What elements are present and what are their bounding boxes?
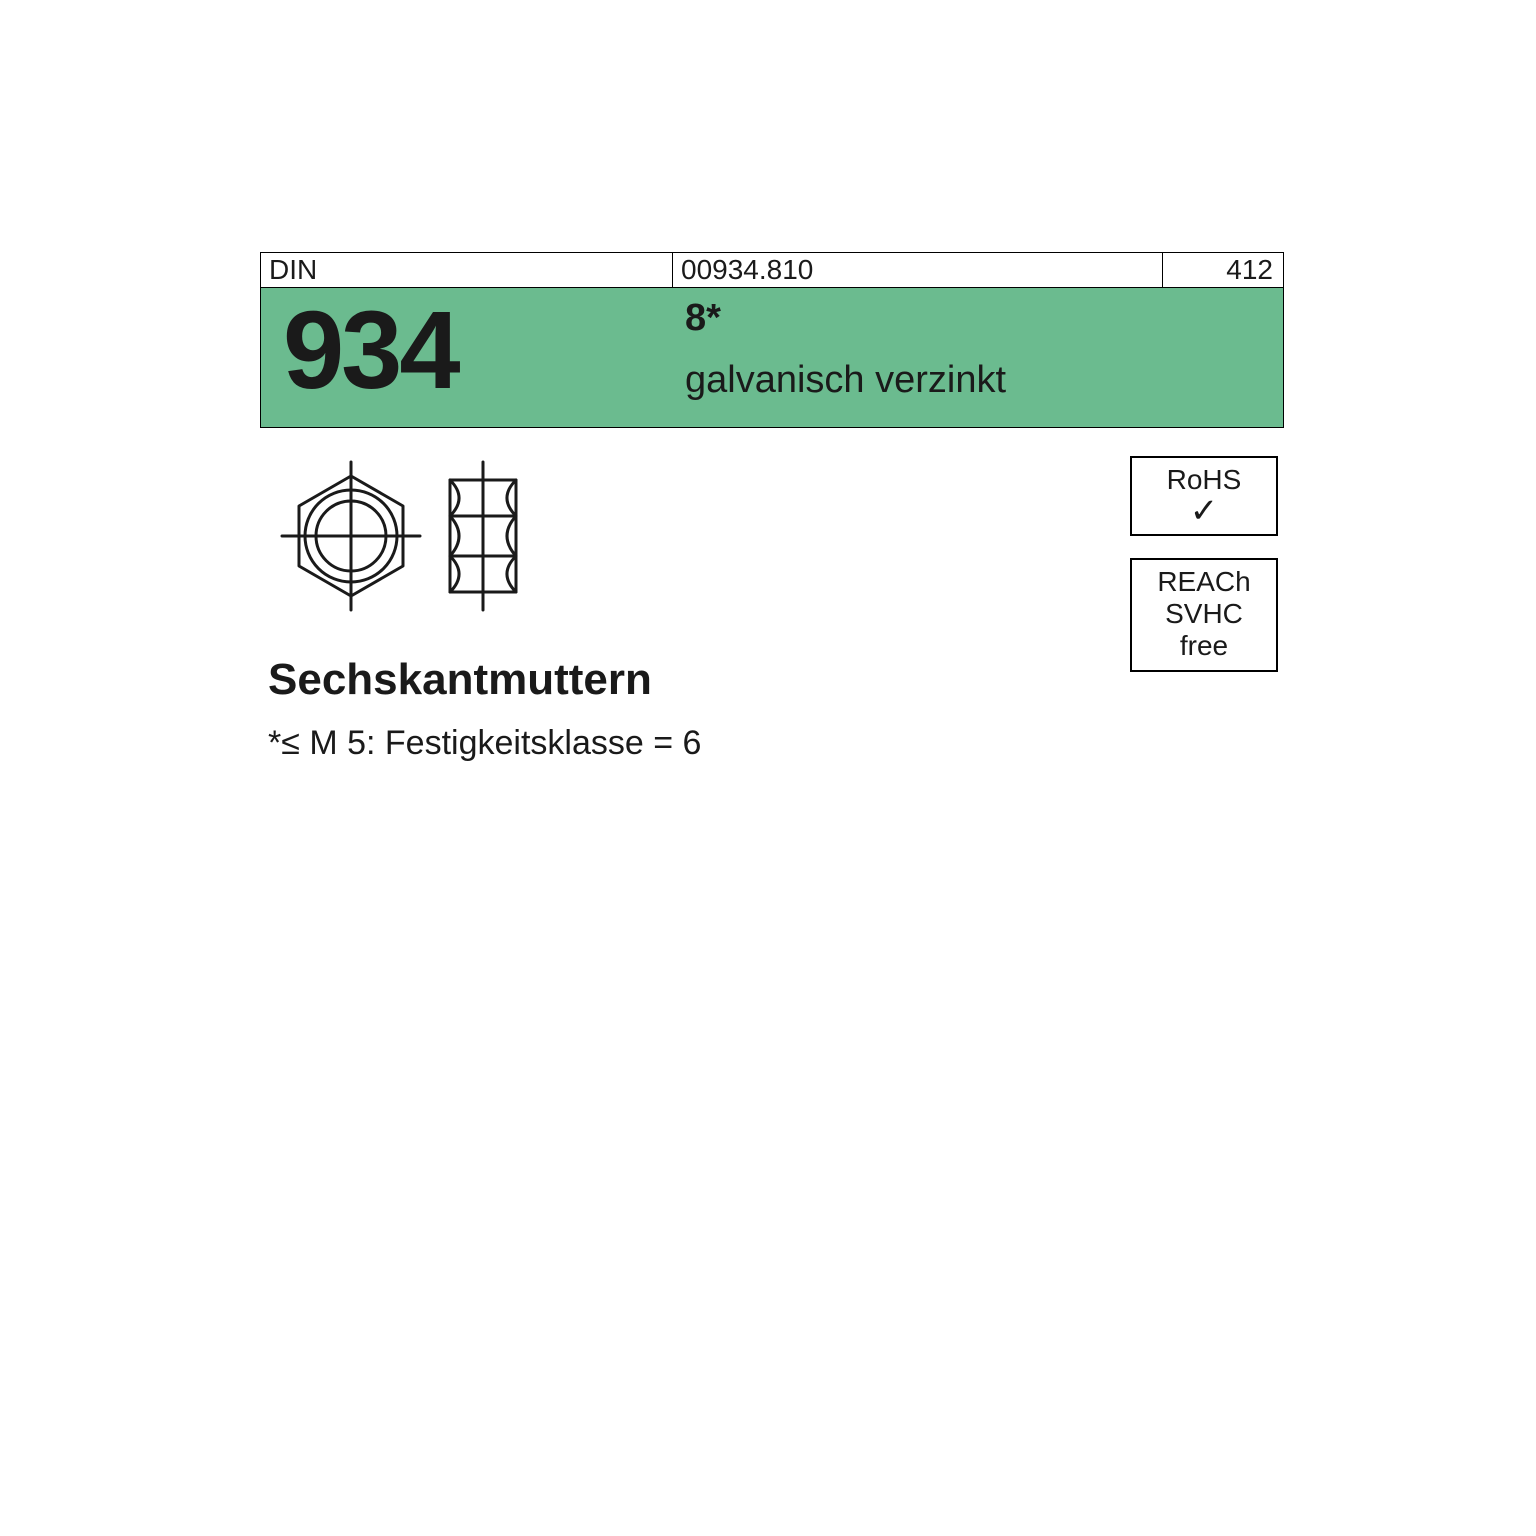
spec-card: DIN 00934.810 412 934 8* galvanisch verz… — [260, 252, 1284, 1276]
header-right: 412 — [1163, 253, 1283, 287]
title-band: 934 8* galvanisch verzinkt — [260, 288, 1284, 428]
rohs-label: RoHS — [1167, 464, 1242, 495]
compliance-badges: RoHS ✓ REACh SVHC free — [1130, 456, 1278, 694]
reach-line2: SVHC — [1165, 598, 1243, 629]
nut-diagram — [268, 456, 568, 636]
standard-number: 934 — [261, 288, 673, 427]
reach-badge: REACh SVHC free — [1130, 558, 1278, 672]
footnote: *≤ M 5: Festigkeitsklasse = 6 — [268, 708, 1068, 766]
product-title: Sechskantmuttern — [268, 652, 1068, 708]
rohs-badge: RoHS ✓ — [1130, 456, 1278, 536]
description-block: Sechskantmuttern *≤ M 5: Festigkeitsklas… — [268, 652, 1068, 766]
header-row: DIN 00934.810 412 — [260, 252, 1284, 288]
hex-nut-icon — [268, 456, 568, 636]
check-icon: ✓ — [1132, 496, 1276, 526]
header-mid: 00934.810 — [673, 253, 1163, 287]
finish-text: galvanisch verzinkt — [685, 340, 1271, 404]
header-left: DIN — [261, 253, 673, 287]
strength-class: 8* — [685, 296, 1271, 340]
reach-line3: free — [1180, 630, 1228, 661]
band-right: 8* galvanisch verzinkt — [673, 288, 1283, 427]
reach-line1: REACh — [1157, 566, 1250, 597]
